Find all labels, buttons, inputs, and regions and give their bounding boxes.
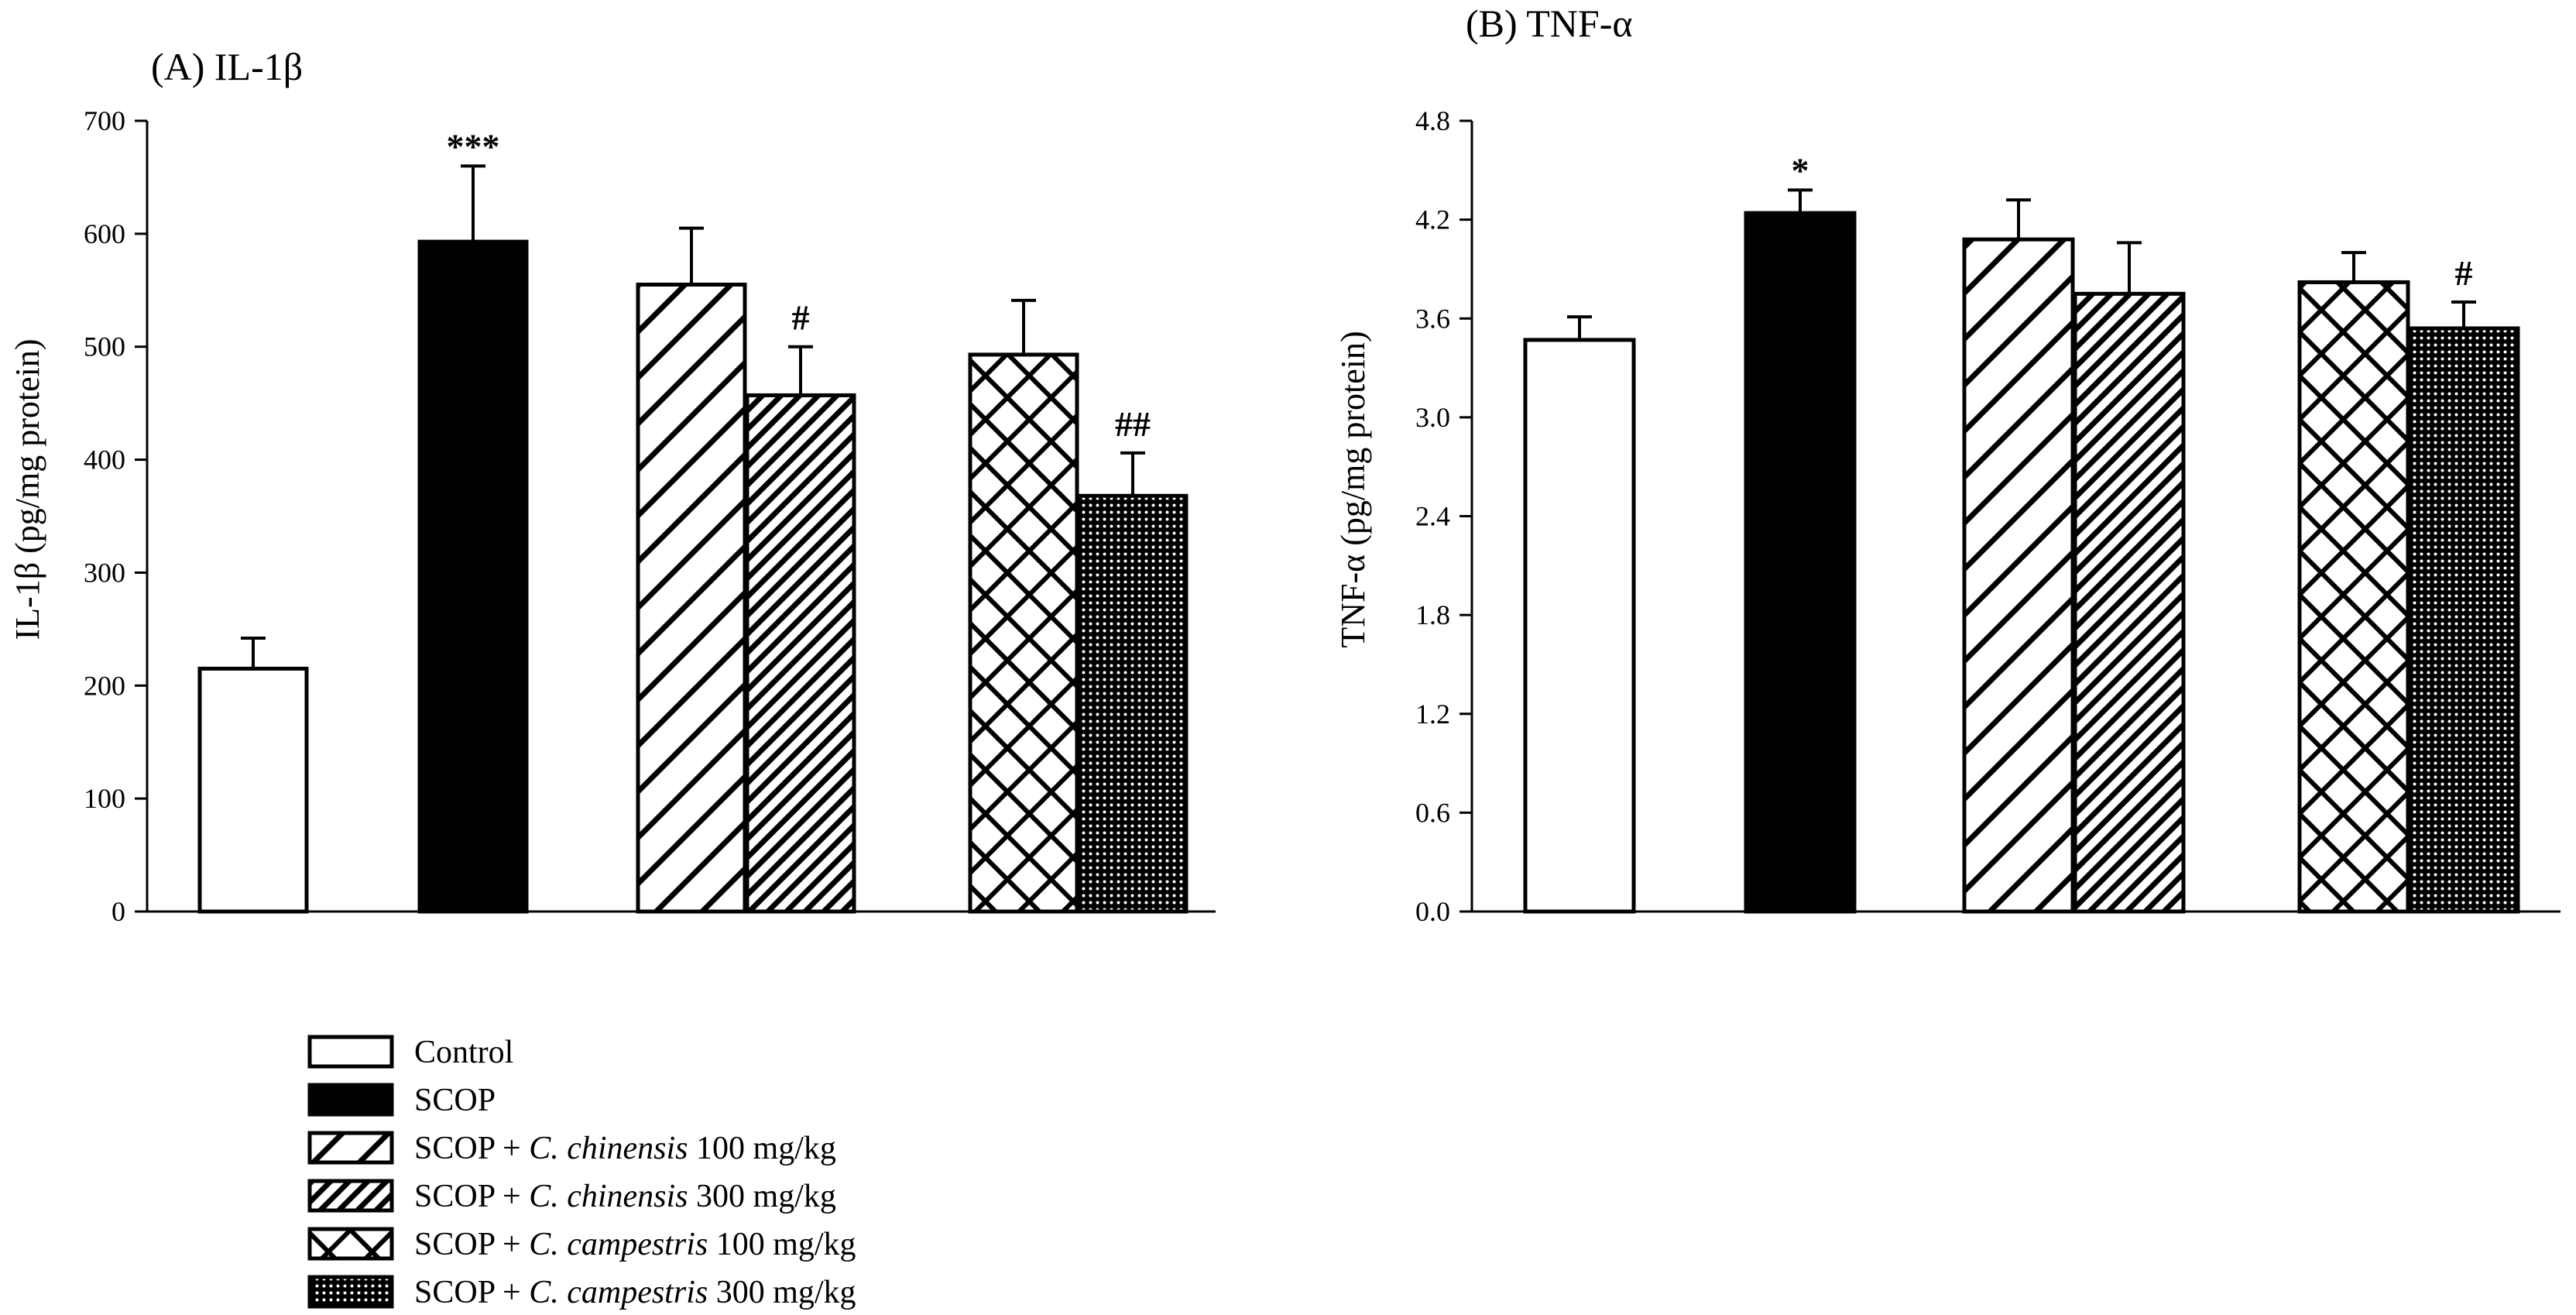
legend-swatch-chin300 [307, 1179, 394, 1213]
bar-chin100 [636, 282, 747, 914]
panel-b-title: (B) TNF-α [1466, 2, 1633, 45]
ytick-label: 4.8 [1415, 105, 1450, 136]
legend-label-chin300: SCOP + C. chinensis 300 mg/kg [414, 1179, 836, 1214]
bar-camp100 [968, 352, 1079, 914]
legend-swatch-chin100 [307, 1131, 394, 1165]
panel-a-title: (A) IL-1β [151, 45, 303, 88]
legend-label-scop: SCOP [414, 1083, 496, 1118]
bar-chin100 [1962, 237, 2075, 914]
ytick-label: 2.4 [1415, 501, 1450, 532]
ytick-label: 0.0 [1415, 896, 1450, 927]
bar-scop [417, 239, 529, 914]
bar-camp100 [2297, 280, 2410, 914]
panel-b-ticks: 0.0 0.6 1.2 1.8 2.4 3.0 3.6 4.2 4.8 [1415, 105, 1472, 927]
panel-a-ylabel: IL-1β (pg/mg protein) [9, 339, 46, 640]
ytick-label: 500 [84, 331, 125, 362]
panel-a-ticks: 0 100 200 300 400 500 600 700 [84, 105, 147, 927]
bar-chin300 [2073, 291, 2186, 914]
ytick-label: 100 [84, 783, 125, 814]
legend-swatch-scop [307, 1083, 394, 1117]
bar-camp300 [2407, 326, 2520, 914]
ytick-label: 300 [84, 557, 125, 588]
bar-camp300 [1077, 493, 1189, 914]
ytick-label: 0.6 [1415, 797, 1450, 828]
legend-swatch-camp100 [307, 1227, 394, 1261]
ytick-label: 200 [84, 670, 125, 701]
bar-control [197, 666, 309, 914]
ytick-label: 1.8 [1415, 599, 1450, 630]
panel-b-ylabel: TNF-α (pg/mg protein) [1334, 331, 1372, 647]
panel-a-il1b: (A) IL-1β IL-1β (pg/mg protein) 0 100 200 3… [9, 45, 1216, 927]
legend-label-camp100: SCOP + C. campestris 100 mg/kg [414, 1227, 856, 1262]
ytick-label: 0 [111, 896, 125, 927]
legend-label-control: Control [414, 1035, 513, 1070]
significance-chin300: # [792, 298, 810, 338]
legend-label-camp300: SCOP + C. campestris 300 mg/kg [414, 1275, 856, 1310]
ytick-label: 700 [84, 105, 125, 136]
ytick-label: 3.0 [1415, 402, 1450, 433]
legend: Control SCOP SCOP + C. chinensis 100 mg/kg… [307, 1035, 856, 1310]
panel-b-bars: *# [1523, 150, 2520, 914]
ytick-label: 3.6 [1415, 303, 1450, 334]
bar-control [1523, 338, 1636, 914]
legend-label-chin100: SCOP + C. chinensis 100 mg/kg [414, 1131, 836, 1166]
panel-b-tnfa: (B) TNF-α TNF-α (pg/mg protein) 0.0 0.6 1.… [1334, 2, 2561, 927]
ytick-label: 400 [84, 445, 125, 476]
panel-a-bars: ***### [197, 126, 1189, 914]
significance-camp300: # [2455, 253, 2473, 293]
bar-scop [1744, 211, 1857, 914]
significance-scop: *** [447, 126, 500, 166]
significance-camp300: ## [1115, 404, 1151, 444]
legend-swatch-camp300 [307, 1275, 394, 1309]
bar-chin300 [745, 393, 856, 914]
legend-swatch-control [307, 1035, 394, 1069]
ytick-label: 600 [84, 218, 125, 249]
ytick-label: 1.2 [1415, 699, 1450, 730]
ytick-label: 4.2 [1415, 204, 1450, 235]
significance-scop: * [1792, 150, 1809, 190]
